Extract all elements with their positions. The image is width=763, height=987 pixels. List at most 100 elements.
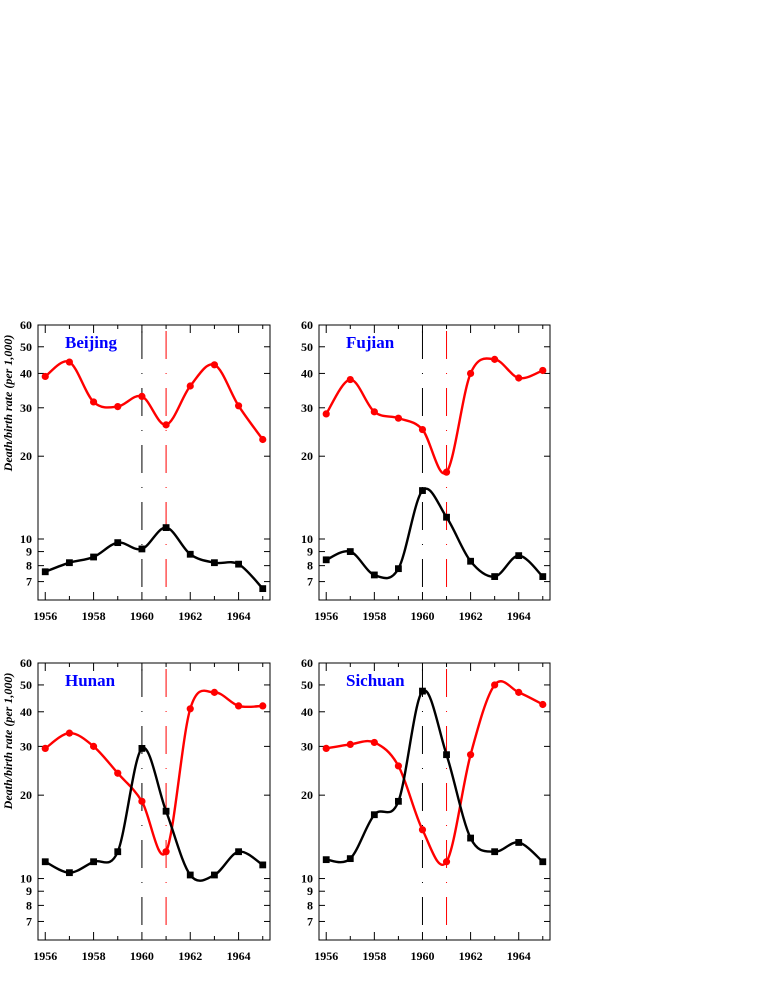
hunan-death-point-1965 (259, 861, 267, 869)
beijing-death-point-1962 (186, 550, 194, 558)
beijing-death-point-1956 (41, 568, 49, 576)
beijing-x-tick-label: 1964 (227, 609, 251, 623)
hunan-death-point-1962 (186, 871, 194, 879)
sichuan-x-tick-label: 1958 (362, 949, 386, 963)
hunan-y-tick-label: 50 (20, 678, 32, 692)
fujian-death-point-1957 (346, 548, 354, 555)
sichuan-x-tick-label: 1964 (507, 949, 531, 963)
hunan-x-tick-label: 1962 (178, 949, 202, 963)
sichuan-death-point-1960 (419, 687, 426, 695)
hunan-y-tick-label: 60 (20, 656, 32, 670)
sichuan-birth-point-1960 (418, 826, 427, 834)
beijing-series-birth-line (44, 360, 264, 441)
fujian-death-point-1964 (515, 552, 523, 560)
beijing-x-tick-label: 1958 (82, 609, 106, 623)
hunan-birth-point-1963 (210, 688, 219, 696)
fujian-y-tick-label: 20 (301, 449, 313, 463)
beijing-birth-point-1960 (138, 392, 146, 401)
fujian-y-tick-label: 10 (301, 532, 313, 546)
hunan-death-point-1959 (114, 848, 122, 856)
beijing-title: Beijing (65, 333, 117, 352)
beijing-birth-point-1956 (41, 372, 49, 381)
hunan-death-point-1957 (66, 869, 73, 877)
fujian-birth-point-1965 (539, 366, 547, 375)
beijing-birth-point-1963 (210, 361, 219, 369)
beijing-birth-point-1957 (65, 358, 74, 366)
hunan-death-point-1956 (41, 858, 49, 866)
sichuan-death-point-1959 (395, 797, 402, 805)
beijing-birth-point-1965 (259, 435, 267, 444)
fujian-y-tick-label: 40 (301, 366, 313, 380)
sichuan-birth-point-1959 (394, 762, 403, 770)
hunan-birth-point-1958 (89, 742, 98, 750)
fujian-death-point-1963 (491, 573, 499, 580)
fujian-birth-point-1961 (442, 468, 451, 476)
hunan-x-tick-label: 1964 (227, 949, 251, 963)
beijing-y-tick-label: 8 (26, 559, 32, 573)
beijing-y-tick-label: 9 (26, 545, 32, 559)
sichuan-series-birth-line (325, 680, 544, 866)
hunan-birth-point-1956 (41, 744, 49, 753)
hunan-birth-point-1959 (114, 769, 122, 777)
beijing-death-point-1959 (114, 539, 122, 547)
sichuan-birth-point-1964 (515, 688, 523, 696)
sichuan-x-tick-label: 1956 (314, 949, 338, 963)
sichuan-death-point-1964 (515, 839, 523, 846)
hunan-y-axis-label: Death/birth rate (per 1,000) (1, 673, 15, 811)
fujian-x-tick-label: 1960 (410, 609, 434, 623)
hunan-y-tick-label: 10 (20, 872, 32, 886)
hunan-death-point-1963 (211, 871, 218, 879)
sichuan-birth-point-1965 (539, 700, 547, 709)
sichuan-title: Sichuan (346, 671, 405, 690)
beijing-y-tick-label: 40 (20, 366, 32, 380)
hunan-title: Hunan (65, 671, 116, 690)
hunan-series-death-line (44, 746, 264, 882)
fujian-x-tick-label: 1956 (314, 609, 338, 623)
fujian-death-point-1962 (467, 557, 474, 565)
hunan-y-tick-label: 30 (20, 739, 32, 753)
hunan-x-tick-label: 1956 (33, 949, 57, 963)
fujian-title: Fujian (346, 333, 395, 352)
fujian-y-tick-label: 7 (307, 575, 313, 589)
hunan-plot-frame (37, 662, 271, 941)
beijing-birth-point-1959 (114, 402, 122, 411)
fujian-death-point-1958 (370, 571, 378, 579)
fujian-birth-point-1958 (370, 408, 378, 416)
sichuan-death-point-1963 (491, 848, 499, 856)
beijing-y-tick-label: 20 (20, 449, 32, 463)
beijing-birth-point-1962 (186, 382, 194, 390)
hunan-y-tick-label: 7 (26, 914, 32, 928)
sichuan-y-tick-label: 20 (301, 788, 313, 802)
beijing-death-point-1965 (259, 585, 267, 593)
hunan-y-tick-label: 20 (20, 788, 32, 802)
fujian-y-tick-label: 60 (301, 318, 313, 332)
sichuan-death-point-1956 (322, 856, 330, 864)
hunan-death-point-1961 (162, 807, 170, 815)
sichuan-death-point-1957 (346, 855, 354, 863)
fujian-birth-point-1960 (418, 425, 427, 434)
sichuan-plot-frame (318, 662, 551, 941)
fujian-y-tick-label: 50 (301, 340, 313, 354)
sichuan-y-tick-label: 40 (301, 705, 313, 719)
hunan-y-tick-label: 9 (26, 884, 32, 898)
sichuan-y-tick-label: 60 (301, 656, 313, 670)
sichuan-birth-point-1956 (322, 744, 330, 753)
beijing-x-tick-label: 1960 (130, 609, 154, 623)
beijing-y-tick-label: 30 (20, 401, 32, 415)
sichuan-y-tick-label: 7 (307, 914, 313, 928)
sichuan-y-tick-label: 30 (301, 739, 313, 753)
beijing-y-tick-label: 7 (26, 575, 32, 589)
hunan-birth-point-1962 (186, 705, 194, 713)
beijing-x-tick-label: 1962 (178, 609, 202, 623)
hunan-birth-point-1960 (138, 797, 146, 805)
beijing-y-tick-label: 10 (20, 532, 32, 546)
hunan-x-tick-label: 1960 (130, 949, 154, 963)
beijing-plot-frame (37, 324, 271, 601)
beijing-death-point-1961 (162, 524, 170, 532)
fujian-plot-frame (318, 324, 551, 601)
fujian-series-death-line (325, 487, 544, 580)
